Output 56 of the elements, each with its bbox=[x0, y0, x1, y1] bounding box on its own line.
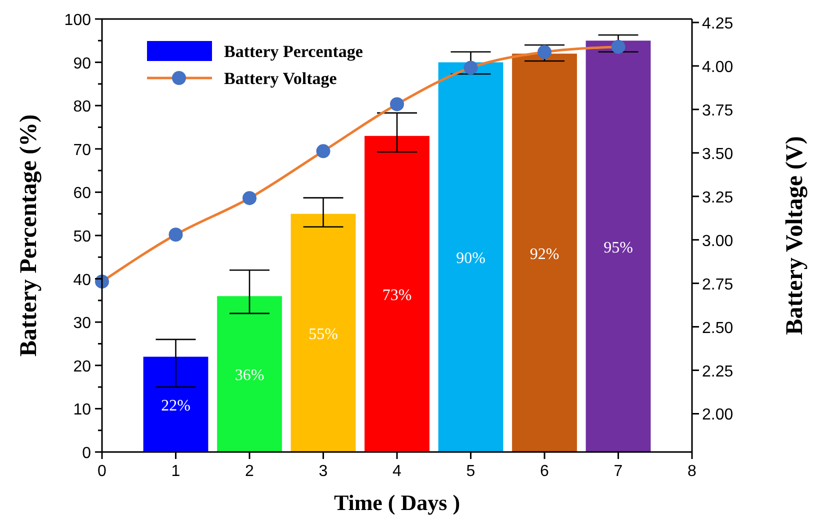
y-tick-label: 80 bbox=[73, 98, 92, 116]
y2-tick-label: 2.00 bbox=[702, 406, 734, 424]
y-tick-label: 20 bbox=[73, 358, 92, 376]
x-tick-label: 7 bbox=[614, 463, 623, 480]
x-tick-label: 3 bbox=[318, 463, 328, 480]
point bbox=[538, 45, 552, 60]
data-label: 36% bbox=[234, 367, 264, 384]
y-tick-label: 70 bbox=[73, 142, 92, 159]
point bbox=[611, 40, 626, 54]
point bbox=[390, 97, 404, 112]
x-tick-label: 2 bbox=[245, 463, 254, 480]
y2-tick-label: 4.00 bbox=[702, 58, 734, 76]
bar bbox=[143, 356, 208, 452]
legend-label: Battery Percentage bbox=[224, 42, 364, 61]
x-tick-label: 4 bbox=[392, 463, 402, 480]
data-label: 90% bbox=[456, 250, 486, 268]
point bbox=[464, 60, 478, 75]
x-tick-label: 6 bbox=[540, 463, 550, 480]
y-tick-label: 100 bbox=[64, 12, 92, 29]
x-tick-label: 8 bbox=[688, 463, 697, 480]
data-label: 22% bbox=[161, 397, 190, 414]
bar bbox=[586, 40, 651, 452]
bar bbox=[290, 214, 356, 452]
bar bbox=[364, 136, 430, 452]
point bbox=[242, 191, 256, 206]
x-tick-label: 1 bbox=[171, 463, 180, 480]
y-tick-label: 40 bbox=[73, 272, 92, 289]
y2-tick-label: 3.25 bbox=[702, 189, 734, 206]
y2-tick-label: 3.50 bbox=[702, 146, 734, 163]
y-axis-title: Battery Percentage (%) bbox=[16, 114, 42, 357]
y2-tick-label: 3.75 bbox=[702, 102, 734, 120]
y-tick-label: 60 bbox=[73, 185, 92, 202]
data-label: 92% bbox=[530, 246, 560, 263]
y-tick-label: 50 bbox=[73, 228, 92, 246]
bar bbox=[217, 296, 282, 452]
y2-tick-label: 2.75 bbox=[702, 276, 734, 294]
y-tick-label: 90 bbox=[73, 55, 92, 72]
y2-tick-label: 3.00 bbox=[702, 232, 734, 250]
point bbox=[168, 228, 183, 242]
legend-label: Battery Voltage bbox=[224, 69, 338, 88]
data-label: 73% bbox=[382, 286, 412, 304]
y2-axis-title: Battery Voltage (V) bbox=[782, 136, 808, 335]
y-tick-label: 30 bbox=[73, 315, 92, 332]
bar bbox=[438, 62, 504, 452]
y2-tick-label: 2.25 bbox=[702, 363, 734, 380]
x-axis-title: Time ( Days ) bbox=[334, 490, 460, 515]
y-tick-label: 0 bbox=[82, 445, 92, 462]
data-label: 95% bbox=[604, 239, 633, 256]
y2-tick-label: 2.50 bbox=[702, 320, 734, 337]
point bbox=[316, 144, 330, 158]
y2-tick-label: 4.25 bbox=[702, 15, 734, 32]
x-tick-label: 0 bbox=[98, 463, 107, 480]
data-label: 55% bbox=[308, 326, 338, 343]
x-tick-label: 5 bbox=[466, 463, 476, 480]
y-tick-label: 10 bbox=[73, 402, 92, 419]
bar bbox=[512, 54, 577, 452]
